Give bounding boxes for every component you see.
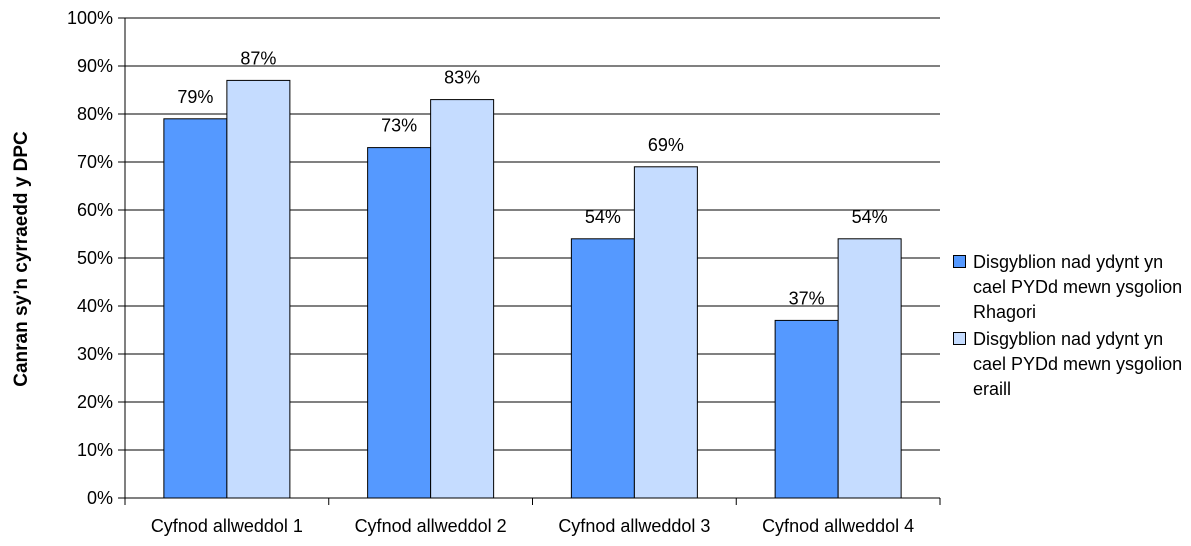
data-label-s0-cyfnod-allweddol-4: 37% [789, 288, 825, 308]
x-category-label-1: Cyfnod allweddol 1 [151, 516, 303, 536]
data-label-s1-cyfnod-allweddol-2: 83% [444, 68, 480, 88]
bar-s0-cyfnod-allweddol-2 [367, 147, 432, 499]
y-tick-label-90: 90% [77, 56, 113, 76]
y-tick-label-30: 30% [77, 344, 113, 364]
y-tick-label-80: 80% [77, 104, 113, 124]
y-tick-label-0: 0% [87, 488, 113, 508]
data-label-s0-cyfnod-allweddol-2: 73% [381, 116, 417, 136]
y-tick-label-70: 70% [77, 152, 113, 172]
data-label-s0-cyfnod-allweddol-1: 79% [177, 87, 213, 107]
x-category-label-3: Cyfnod allweddol 3 [558, 516, 710, 536]
data-label-s0-cyfnod-allweddol-3: 54% [585, 207, 621, 227]
legend: Disgyblion nad ydynt yn cael PYDd mewn y… [948, 250, 1188, 404]
y-tick-label-50: 50% [77, 248, 113, 268]
x-category-label-4: Cyfnod allweddol 4 [762, 516, 914, 536]
y-tick-label-100: 100% [67, 8, 113, 28]
data-label-s1-cyfnod-allweddol-1: 87% [240, 48, 276, 68]
legend-label-rhagori: Disgyblion nad ydynt yn cael PYDd mewn y… [973, 252, 1183, 322]
legend-swatch-rhagori [953, 255, 966, 268]
bar-s1-cyfnod-allweddol-1 [226, 79, 291, 499]
bar-s1-cyfnod-allweddol-3 [633, 166, 698, 499]
bar-s1-cyfnod-allweddol-2 [430, 99, 495, 499]
bars [163, 79, 902, 499]
legend-label-eraill: Disgyblion nad ydynt yn cael PYDd mewn y… [973, 329, 1183, 399]
bar-s0-cyfnod-allweddol-3 [570, 238, 635, 499]
bar-s0-cyfnod-allweddol-1 [163, 118, 228, 499]
y-tick-label-10: 10% [77, 440, 113, 460]
legend-swatch-eraill [953, 332, 966, 345]
y-axis-ticks: 0% 10% 20% 30% 40% 50% 60% 70% 80% 90% 100% [67, 8, 125, 508]
legend-item-rhagori: Disgyblion nad ydynt yn cael PYDd mewn y… [948, 250, 1188, 325]
data-label-s1-cyfnod-allweddol-3: 69% [648, 135, 684, 155]
y-tick-label-20: 20% [77, 392, 113, 412]
x-category-label-2: Cyfnod allweddol 2 [355, 516, 507, 536]
bar-s1-cyfnod-allweddol-4 [837, 238, 902, 499]
y-tick-label-60: 60% [77, 200, 113, 220]
x-axis-categories: Cyfnod allweddol 1 Cyfnod allweddol 2 Cyfn… [124, 498, 941, 536]
data-label-s1-cyfnod-allweddol-4: 54% [852, 207, 888, 227]
bar-s0-cyfnod-allweddol-4 [774, 319, 839, 499]
data-labels: 79% 87% 73% 83% 54% 69% 37% 54% [177, 48, 887, 308]
y-tick-label-40: 40% [77, 296, 113, 316]
legend-item-eraill: Disgyblion nad ydynt yn cael PYDd mewn y… [948, 327, 1188, 402]
y-axis-title: Canran sy’n cyrraedd y DPC [11, 131, 32, 387]
